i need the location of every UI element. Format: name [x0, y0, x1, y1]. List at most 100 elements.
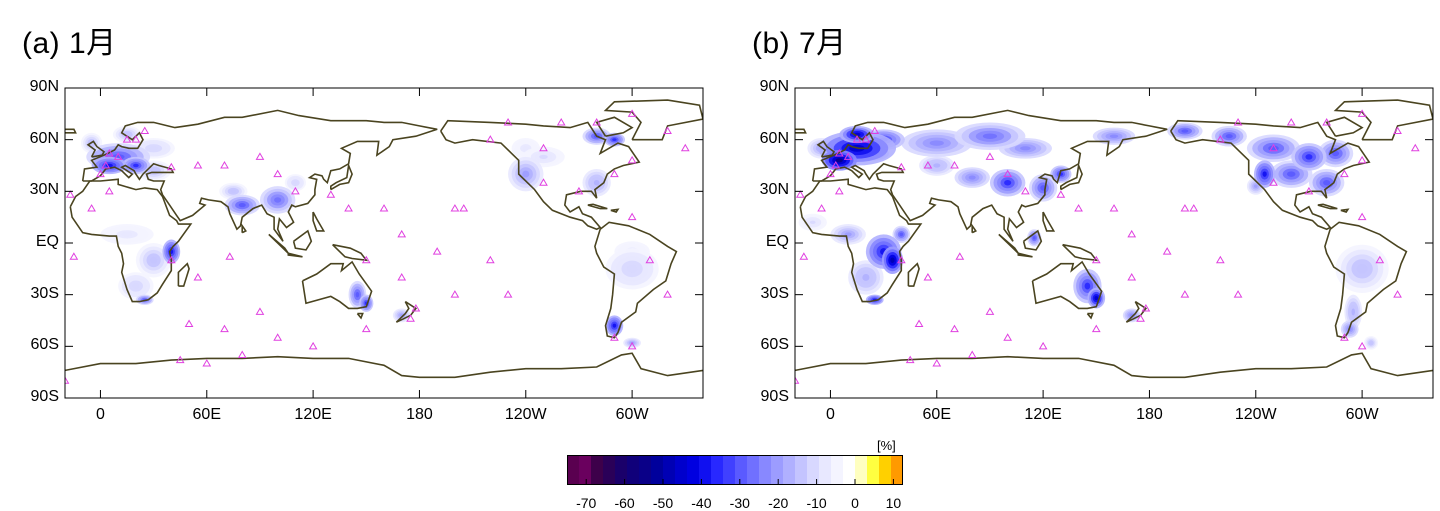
coastline — [610, 208, 620, 213]
station-marker — [932, 359, 942, 367]
station-marker — [166, 162, 176, 171]
station-marker — [1357, 341, 1367, 350]
colorbar-swatch — [735, 455, 748, 485]
station-marker — [411, 303, 421, 312]
station-marker — [1357, 109, 1367, 117]
station-marker — [627, 109, 637, 117]
colorbar-swatch — [567, 455, 580, 485]
station-marker — [834, 186, 844, 195]
anomaly-cell — [1305, 154, 1313, 160]
panel-july: (b) 7月 90N 60N 30N EQ 30S 60S 90S 0 60E 120E 180 12… — [730, 0, 1440, 430]
coastline — [587, 203, 608, 210]
station-marker — [1141, 303, 1151, 312]
station-marker — [344, 204, 353, 212]
station-marker — [1056, 190, 1066, 198]
colorbar-swatch — [891, 455, 903, 485]
lat-label: 90N — [759, 78, 789, 95]
station-marker — [1393, 290, 1402, 298]
station-marker — [539, 143, 548, 152]
station-marker — [1162, 247, 1172, 255]
coastline — [86, 140, 106, 158]
colorbar-swatch — [579, 455, 592, 485]
station-marker — [574, 186, 584, 195]
lon-label: 0 — [95, 406, 105, 423]
coastline — [998, 233, 1019, 254]
anomaly-cell — [1225, 134, 1233, 139]
lon-label: 120W — [1234, 406, 1277, 423]
coastline — [81, 109, 438, 242]
coastline — [287, 252, 303, 258]
coastline — [312, 211, 326, 232]
station-marker — [610, 333, 619, 341]
colorbar-swatch — [747, 455, 760, 485]
coastline — [292, 229, 313, 251]
station-marker — [680, 143, 690, 152]
colorbar-swatch — [675, 455, 688, 485]
station-marker — [166, 255, 176, 264]
lat-label: 30S — [760, 284, 789, 302]
lat-label: EQ — [765, 233, 789, 250]
lat-label: 30S — [30, 284, 59, 302]
station-marker — [861, 135, 871, 143]
station-marker — [450, 204, 460, 212]
station-marker — [817, 204, 826, 212]
lon-label: 120E — [1024, 406, 1062, 423]
coastline — [395, 300, 418, 323]
coastline — [594, 221, 678, 339]
anomaly-cell — [862, 274, 870, 281]
station-marker — [1233, 117, 1243, 126]
station-marker — [379, 204, 389, 212]
station-marker — [273, 169, 283, 178]
colorbar — [567, 455, 903, 485]
station-marker — [663, 290, 672, 298]
station-marker — [1375, 255, 1385, 264]
station-marker — [627, 341, 637, 350]
colorbar-swatch — [699, 455, 712, 485]
lon-label: 60E — [922, 406, 951, 423]
station-marker — [432, 247, 442, 255]
anomaly-cell — [968, 175, 976, 180]
colorbar-swatch — [615, 455, 628, 485]
colorbar-swatch — [711, 455, 724, 485]
lon-label: 60E — [192, 406, 221, 423]
colorbar-swatch — [795, 455, 808, 485]
anomaly-cell — [899, 232, 904, 237]
anomaly-cell — [293, 181, 298, 185]
station-marker — [556, 117, 566, 126]
station-marker — [1393, 126, 1402, 135]
station-marker — [406, 314, 415, 322]
colorbar-swatch — [771, 455, 784, 485]
station-marker — [627, 212, 637, 221]
station-marker — [663, 126, 672, 135]
coastline — [799, 178, 923, 303]
station-marker — [967, 350, 977, 358]
coastline — [816, 140, 836, 158]
station-marker — [1127, 229, 1137, 238]
station-marker — [985, 307, 995, 315]
station-marker — [843, 152, 853, 160]
lat-label: EQ — [35, 233, 59, 250]
colorbar-tick-label: -60 — [614, 495, 635, 511]
station-marker — [485, 255, 495, 264]
colorbar-tick-label: -40 — [691, 495, 712, 511]
station-marker — [1215, 255, 1225, 264]
coastline — [440, 119, 641, 231]
panel-title: (b) 7月 — [752, 27, 847, 60]
coastline — [1170, 119, 1371, 231]
station-marker — [1021, 186, 1030, 195]
coastline — [177, 262, 190, 287]
colorbar-tick-label: -70 — [576, 495, 597, 511]
lat-label: 30N — [759, 181, 789, 199]
coastline — [1317, 203, 1338, 210]
colorbar-tick-label: -30 — [729, 495, 750, 511]
lon-label: 60W — [1345, 406, 1379, 423]
anomaly-cell — [121, 232, 133, 237]
lon-label: 180 — [406, 406, 433, 423]
station-marker — [1304, 186, 1314, 195]
station-marker — [104, 148, 114, 157]
anomaly-cell — [612, 138, 617, 142]
colorbar-swatch — [663, 455, 676, 485]
station-marker — [220, 161, 229, 169]
station-marker — [104, 186, 114, 195]
colorbar-swatch — [639, 455, 652, 485]
